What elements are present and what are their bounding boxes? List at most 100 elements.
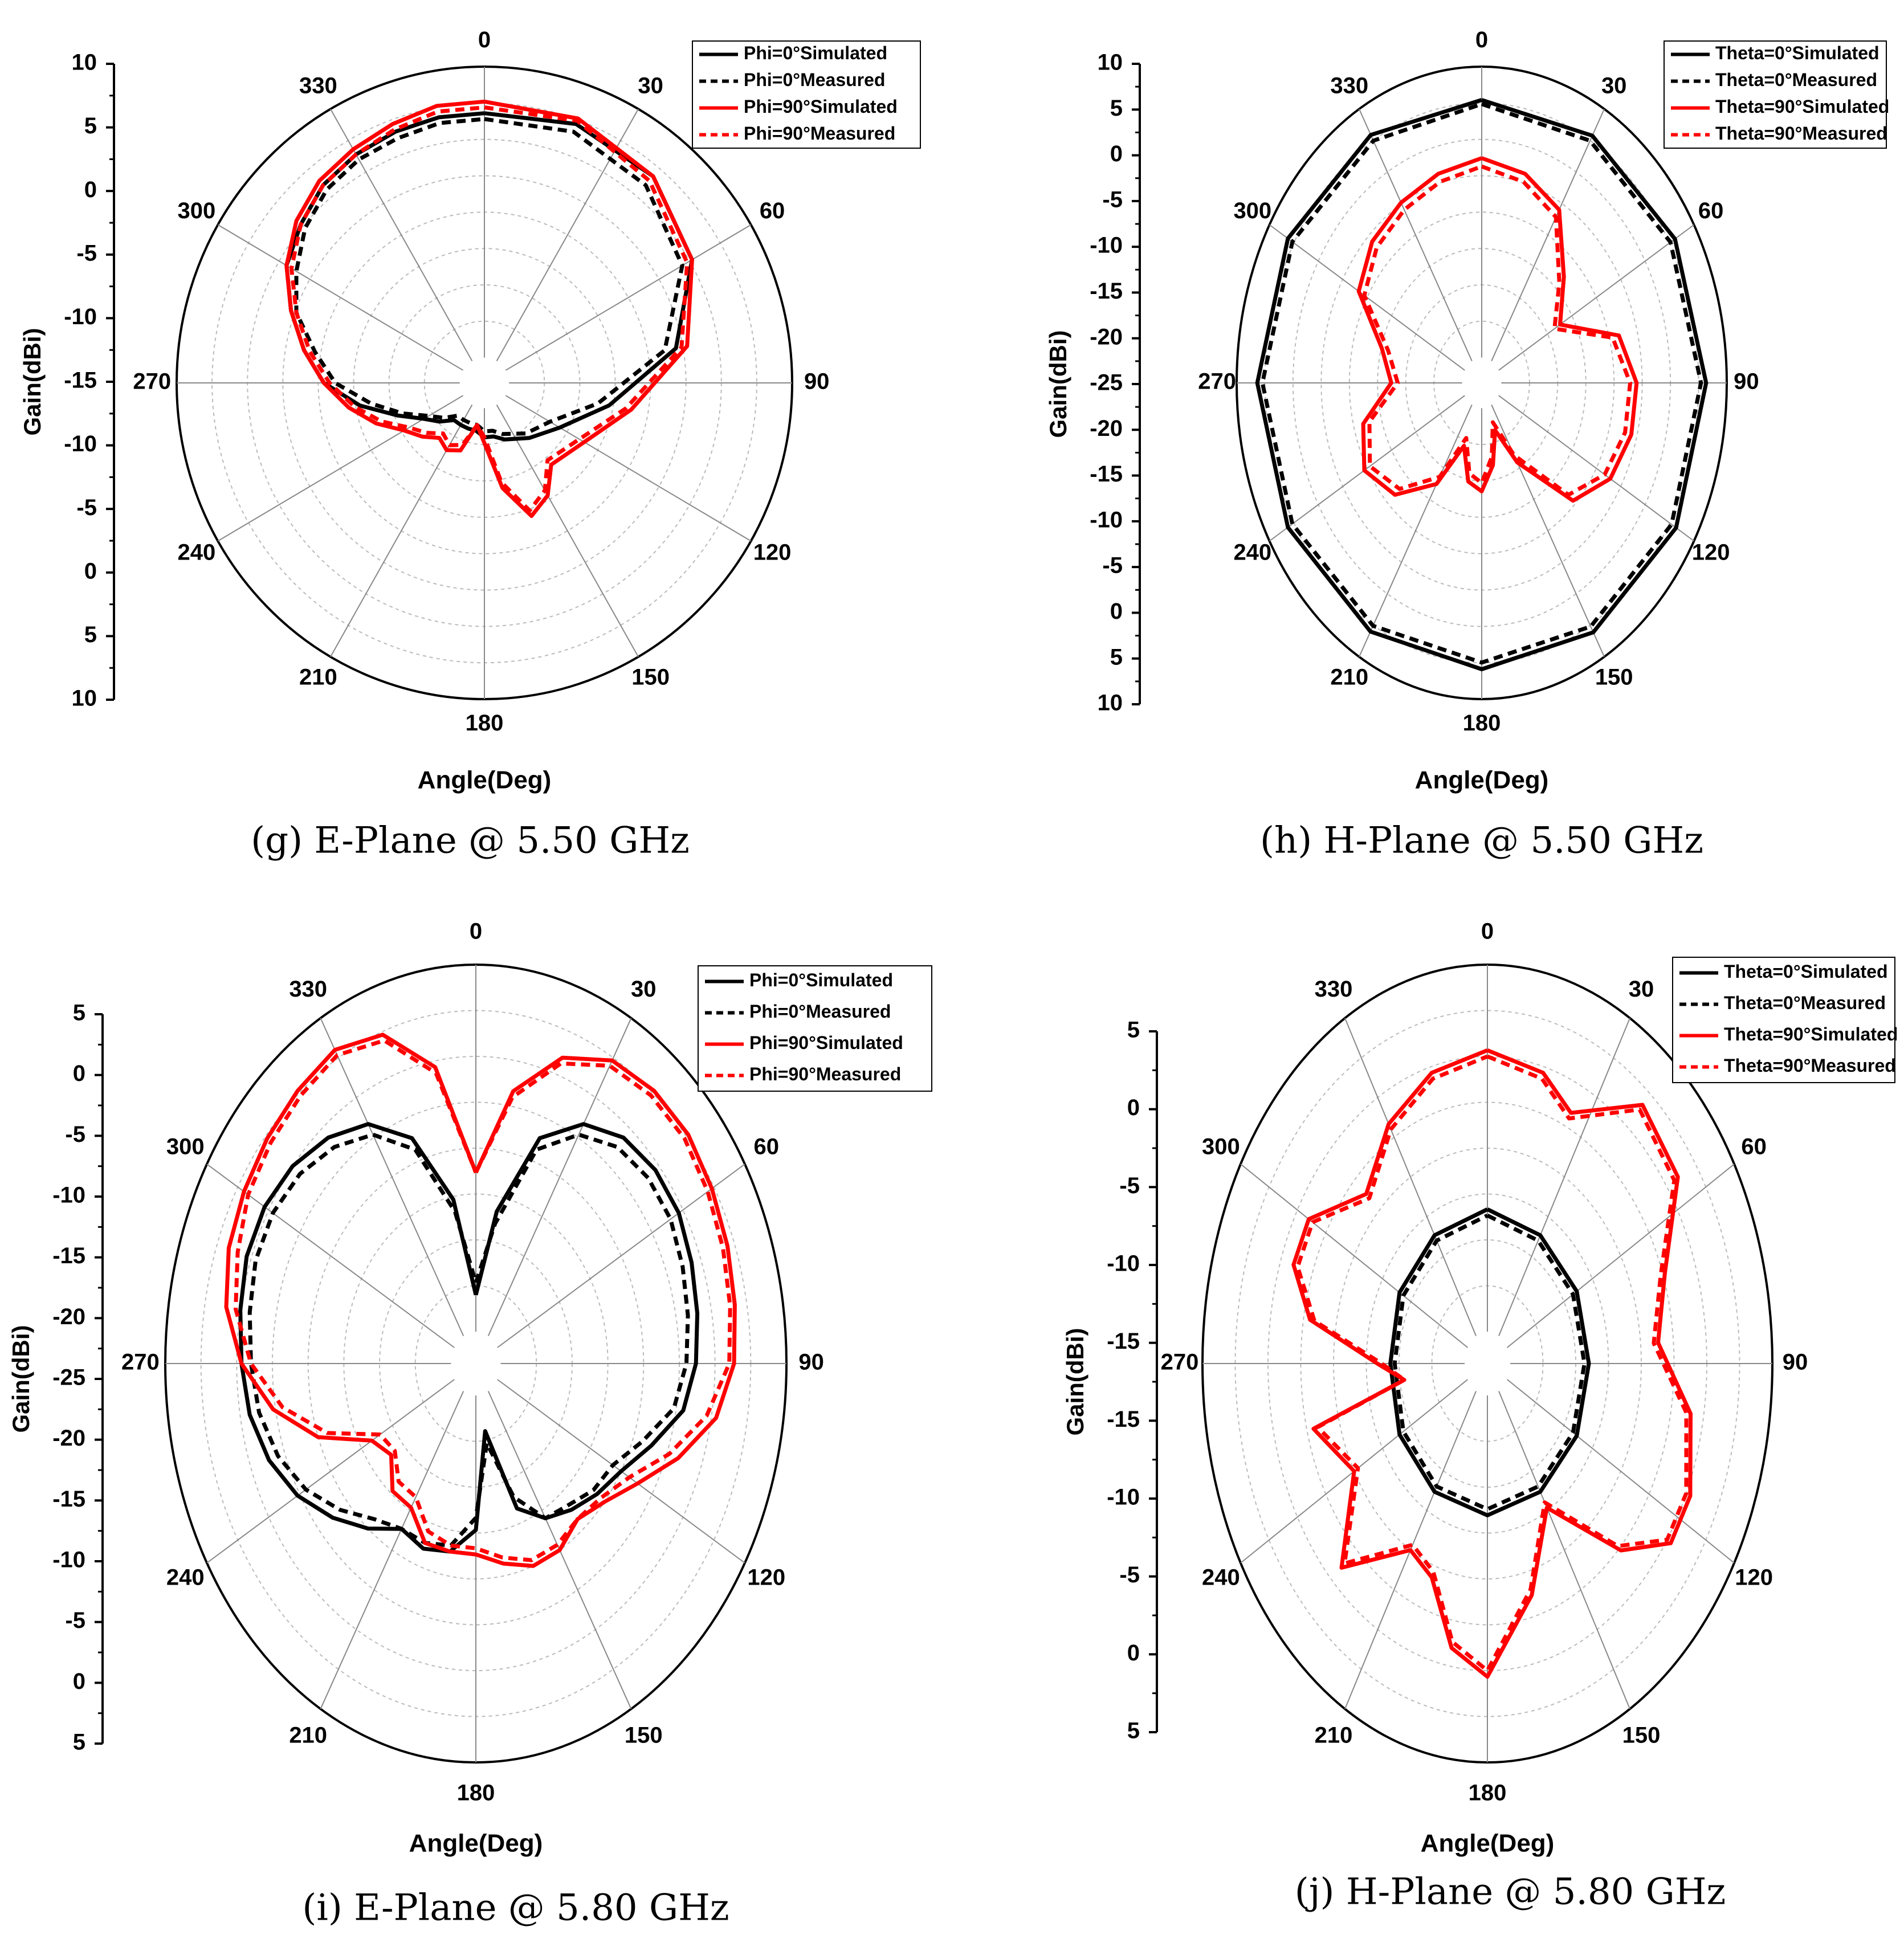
r-tick-label: -25 xyxy=(1090,370,1123,395)
r-tick-label: -5 xyxy=(76,240,97,266)
series-line-4 xyxy=(1362,164,1632,497)
series-line-1 xyxy=(1388,1207,1591,1517)
legend-box xyxy=(1664,40,1887,149)
angle-tick-label: 120 xyxy=(753,540,792,565)
legend-box xyxy=(1672,957,1895,1083)
r-tick-label: -5 xyxy=(1102,187,1123,212)
angle-tick-label: 180 xyxy=(457,1781,495,1806)
r-tick-label: 10 xyxy=(72,686,97,711)
r-tick-label: -15 xyxy=(1090,462,1123,487)
series-line-1 xyxy=(238,1122,700,1554)
legend-label: Theta=0°Measured xyxy=(1715,70,1877,90)
r-tick-label: 5 xyxy=(1127,1018,1140,1043)
legend: Theta=0°Simulated Theta=0°Measured Theta=9… xyxy=(1672,957,1898,1083)
angle-tick-label: 240 xyxy=(1202,1565,1240,1590)
legend-label: Theta=0°Measured xyxy=(1724,993,1886,1013)
r-tick-label: -20 xyxy=(52,1304,85,1329)
grid-spoke xyxy=(217,224,464,371)
angle-tick-label: 120 xyxy=(1735,1565,1773,1590)
angle-tick-label: 0 xyxy=(470,919,482,944)
r-tick-label: 5 xyxy=(1110,96,1123,121)
grid-spoke xyxy=(330,404,473,658)
grid-spoke xyxy=(1498,395,1694,542)
angle-tick-label: 330 xyxy=(299,73,337,98)
r-tick-label: -5 xyxy=(76,495,97,520)
angle-tick-label: 330 xyxy=(1315,977,1353,1002)
r-tick-label: 0 xyxy=(73,1669,85,1694)
grid-spoke xyxy=(206,1379,455,1564)
legend-label: Phi=0°Simulated xyxy=(744,43,887,63)
r-tick-label: -5 xyxy=(65,1608,85,1633)
r-tick-label: 0 xyxy=(1127,1095,1140,1120)
series-line-2 xyxy=(247,1132,690,1548)
grid-spoke xyxy=(1498,1391,1630,1709)
legend-label: Phi=0°Simulated xyxy=(749,970,893,990)
grid-spoke xyxy=(497,1164,745,1348)
angle-tick-label: 60 xyxy=(753,1134,779,1160)
r-tick-label: -5 xyxy=(1119,1562,1140,1587)
legend-label: Phi=0°Measured xyxy=(749,1001,891,1022)
grid-spoke xyxy=(330,108,473,362)
grid-spoke xyxy=(1269,395,1465,542)
r-tick-label: -15 xyxy=(52,1243,85,1268)
polar-chart-4: 0 30 60 90 120 150 180 210 240 270 300 330 5 0 -5 -10 -1… xyxy=(1062,919,1898,1913)
polar-chart-2: 0 30 60 90 120 150 180 210 240 270 300 330 10 5 0 -5 -10… xyxy=(1045,27,1889,862)
angle-tick-label: 180 xyxy=(466,711,504,736)
series-line-1 xyxy=(284,111,694,442)
angle-tick-label: 240 xyxy=(1233,540,1271,565)
angle-tick-label: 270 xyxy=(1198,369,1236,394)
r-tick-label: -15 xyxy=(1107,1329,1140,1354)
r-tick-label: 0 xyxy=(1127,1640,1140,1666)
series-line-4 xyxy=(234,1038,732,1562)
angle-tick-label: 90 xyxy=(1783,1350,1808,1375)
r-tick-label: 5 xyxy=(1127,1719,1140,1744)
angle-tick-label: 210 xyxy=(299,665,337,690)
r-tick-label: -5 xyxy=(65,1122,85,1147)
r-tick-label: -20 xyxy=(1090,416,1123,441)
grid-spoke xyxy=(1491,108,1605,361)
r-tick-label: -15 xyxy=(1090,279,1123,304)
angle-tick-label: 30 xyxy=(1629,977,1654,1002)
r-tick-label: -10 xyxy=(64,304,97,329)
grid-spoke xyxy=(496,404,639,658)
legend-label: Theta=90°Simulated xyxy=(1724,1024,1898,1044)
angle-tick-label: 270 xyxy=(121,1350,160,1375)
r-tick-label: -10 xyxy=(1090,507,1123,532)
angle-tick-label: 240 xyxy=(178,540,216,565)
grid-spoke xyxy=(1507,1164,1735,1348)
y-axis-label: Gain(dBi) xyxy=(1062,1328,1088,1436)
angle-tick-label: 30 xyxy=(1601,73,1627,98)
angle-tick-label: 30 xyxy=(638,73,663,98)
angle-tick-label: 180 xyxy=(1463,711,1501,736)
legend: Phi=0°Simulated Phi=0°Measured Phi=90°Simu… xyxy=(692,40,921,149)
grid-spoke xyxy=(1498,1018,1630,1336)
angle-tick-label: 90 xyxy=(1734,369,1759,394)
angle-tick-label: 180 xyxy=(1469,1781,1507,1806)
r-tick-label: -15 xyxy=(64,368,97,393)
angle-tick-label: 210 xyxy=(1330,665,1368,690)
legend-label: Theta=90°Measured xyxy=(1724,1055,1896,1076)
angle-tick-label: 150 xyxy=(1595,665,1633,690)
series-line-3 xyxy=(1291,1048,1693,1679)
r-tick-label: 5 xyxy=(84,622,97,647)
r-tick-label: 0 xyxy=(84,177,97,202)
legend-label: Phi=90°Simulated xyxy=(749,1032,903,1053)
angle-tick-label: 0 xyxy=(1475,27,1488,52)
figure-caption: (h) H-Plane @ 5.50 GHz xyxy=(1260,820,1703,862)
angle-tick-label: 300 xyxy=(178,198,216,223)
r-tick-label: 10 xyxy=(72,50,97,75)
r-tick-label: -20 xyxy=(52,1426,85,1451)
r-tick-label: 10 xyxy=(1098,50,1123,75)
r-tick-label: -10 xyxy=(64,431,97,456)
x-axis-label: Angle(Deg) xyxy=(418,766,552,794)
grid-spoke xyxy=(1491,405,1605,658)
angle-tick-label: 0 xyxy=(1481,919,1494,944)
angle-tick-label: 60 xyxy=(760,198,785,223)
r-tick-label: -10 xyxy=(1107,1251,1140,1276)
r-tick-label: 0 xyxy=(73,1061,85,1086)
grid-spoke xyxy=(1344,1018,1477,1336)
legend-label: Phi=90°Measured xyxy=(744,123,895,144)
r-tick-label: 0 xyxy=(1110,141,1123,166)
grid-spoke xyxy=(487,1018,632,1336)
